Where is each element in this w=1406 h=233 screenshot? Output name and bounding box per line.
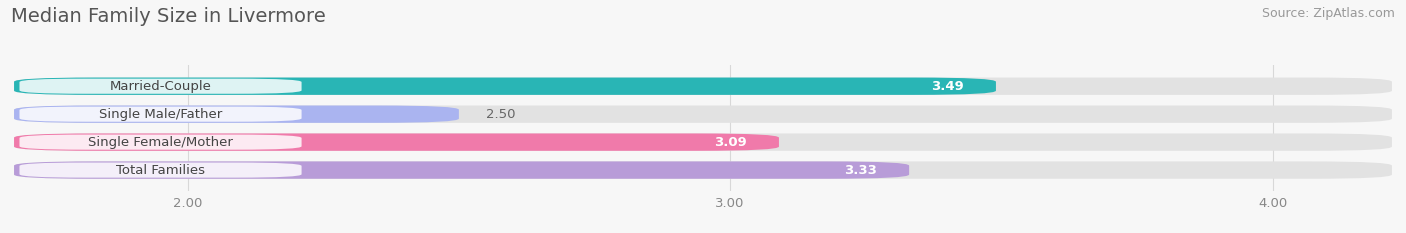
Text: Single Female/Mother: Single Female/Mother: [89, 136, 233, 149]
Text: 3.33: 3.33: [844, 164, 876, 177]
FancyBboxPatch shape: [14, 134, 779, 151]
FancyBboxPatch shape: [20, 163, 301, 178]
Text: Median Family Size in Livermore: Median Family Size in Livermore: [11, 7, 326, 26]
Text: Single Male/Father: Single Male/Father: [98, 108, 222, 121]
FancyBboxPatch shape: [14, 161, 910, 179]
FancyBboxPatch shape: [20, 79, 301, 94]
Text: 3.09: 3.09: [714, 136, 747, 149]
FancyBboxPatch shape: [14, 161, 1392, 179]
Text: Married-Couple: Married-Couple: [110, 80, 211, 93]
Text: Source: ZipAtlas.com: Source: ZipAtlas.com: [1261, 7, 1395, 20]
FancyBboxPatch shape: [20, 135, 301, 150]
FancyBboxPatch shape: [14, 134, 1392, 151]
FancyBboxPatch shape: [14, 78, 1392, 95]
FancyBboxPatch shape: [14, 106, 458, 123]
FancyBboxPatch shape: [14, 106, 1392, 123]
FancyBboxPatch shape: [14, 78, 995, 95]
Text: 3.49: 3.49: [931, 80, 963, 93]
Text: 2.50: 2.50: [486, 108, 516, 121]
FancyBboxPatch shape: [20, 107, 301, 122]
Text: Total Families: Total Families: [117, 164, 205, 177]
